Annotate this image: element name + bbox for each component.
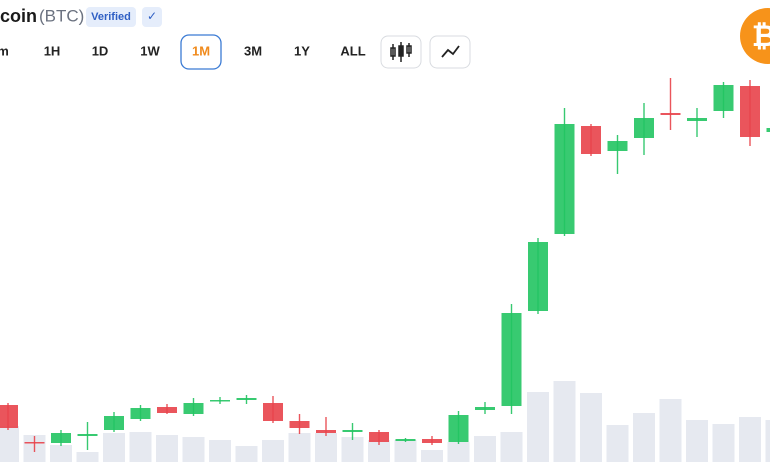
- range-button[interactable]: 3M: [244, 43, 262, 58]
- range-button[interactable]: 1D: [92, 43, 109, 58]
- candle-body: [740, 86, 760, 137]
- candle-body: [236, 398, 257, 400]
- candle-body: [660, 113, 681, 115]
- volume-bar: [76, 452, 99, 462]
- volume-bar: [739, 417, 761, 462]
- candle-body: [475, 407, 495, 410]
- volume-bar: [50, 445, 72, 462]
- range-button[interactable]: 1W: [140, 43, 160, 58]
- volume-bar: [315, 433, 337, 462]
- candle-icon: [390, 42, 412, 62]
- volume-bar: [288, 433, 311, 462]
- volume-bar: [765, 420, 770, 462]
- candle-body: [528, 242, 548, 311]
- range-button[interactable]: 1Y: [294, 43, 310, 58]
- candle-body: [263, 403, 283, 421]
- range-button[interactable]: m: [0, 43, 9, 58]
- candle-body: [51, 433, 71, 443]
- candle-body: [554, 124, 575, 234]
- candle-body: [104, 416, 124, 430]
- candle-body: [607, 141, 628, 151]
- candle-body: [316, 430, 336, 433]
- btc-logo: [740, 8, 770, 64]
- verified-badge: [86, 7, 136, 27]
- candle-body: [342, 430, 363, 432]
- candle-body: [130, 408, 151, 419]
- range-buttons: m 1H 1D 1W 1M 3M 1Y ALL: [0, 34, 471, 70]
- candle-body: [581, 126, 601, 154]
- volume-bar: [262, 440, 284, 462]
- range-selected[interactable]: [180, 34, 222, 70]
- candle-body: [395, 439, 416, 441]
- volume-bar: [209, 440, 231, 462]
- volume-bar: [606, 425, 629, 462]
- verified-text: Verified: [91, 11, 131, 23]
- volume-bar: [527, 392, 549, 462]
- candle-body: [210, 400, 230, 402]
- coin-name: coin: [0, 6, 37, 26]
- candle-body: [713, 85, 734, 111]
- range-button[interactable]: ALL: [340, 43, 365, 58]
- volume-bar: [633, 413, 655, 462]
- volume-bar: [421, 450, 443, 462]
- candle-body: [501, 313, 522, 406]
- volume-bar: [500, 432, 523, 462]
- volume-bar: [686, 420, 708, 462]
- volume-bar: [235, 446, 258, 462]
- candle-body: [289, 421, 310, 428]
- candle-body: [766, 128, 770, 132]
- candle-body: [183, 403, 204, 414]
- volume-bar: [553, 381, 576, 462]
- candle-body: [77, 434, 98, 436]
- volume-bar: [474, 436, 496, 462]
- volume-bar: [129, 432, 152, 462]
- volume-bar: [394, 440, 417, 462]
- volume-bar: [659, 399, 682, 462]
- candle-body: [24, 442, 45, 444]
- volume-bar: [580, 393, 602, 462]
- check-text: ✓: [147, 9, 157, 23]
- btc-logo-glyph: ₿: [752, 20, 770, 53]
- volume-bar: [368, 440, 390, 462]
- header: coin (BTC) Verified ✓ ₿: [0, 6, 770, 64]
- range-button[interactable]: 1M: [192, 43, 210, 58]
- line-icon: [441, 45, 460, 58]
- candle-body: [448, 415, 469, 442]
- check-badge: [142, 7, 162, 27]
- plot: [0, 78, 770, 462]
- volume-bar: [0, 426, 19, 462]
- volume-bar: [103, 433, 125, 462]
- candle-body: [634, 118, 654, 138]
- coin-ticker: (BTC): [39, 6, 84, 25]
- volume-bar: [712, 424, 735, 462]
- volume-bar: [447, 442, 470, 462]
- volume-bar: [182, 437, 205, 462]
- candle-body: [369, 432, 389, 442]
- candle-body: [687, 118, 707, 121]
- candle-body: [0, 405, 18, 428]
- candle-body: [157, 407, 177, 413]
- volume-bar: [341, 437, 364, 462]
- candle-body: [422, 439, 442, 443]
- volume-bar: [156, 435, 178, 462]
- range-button[interactable]: 1H: [44, 43, 61, 58]
